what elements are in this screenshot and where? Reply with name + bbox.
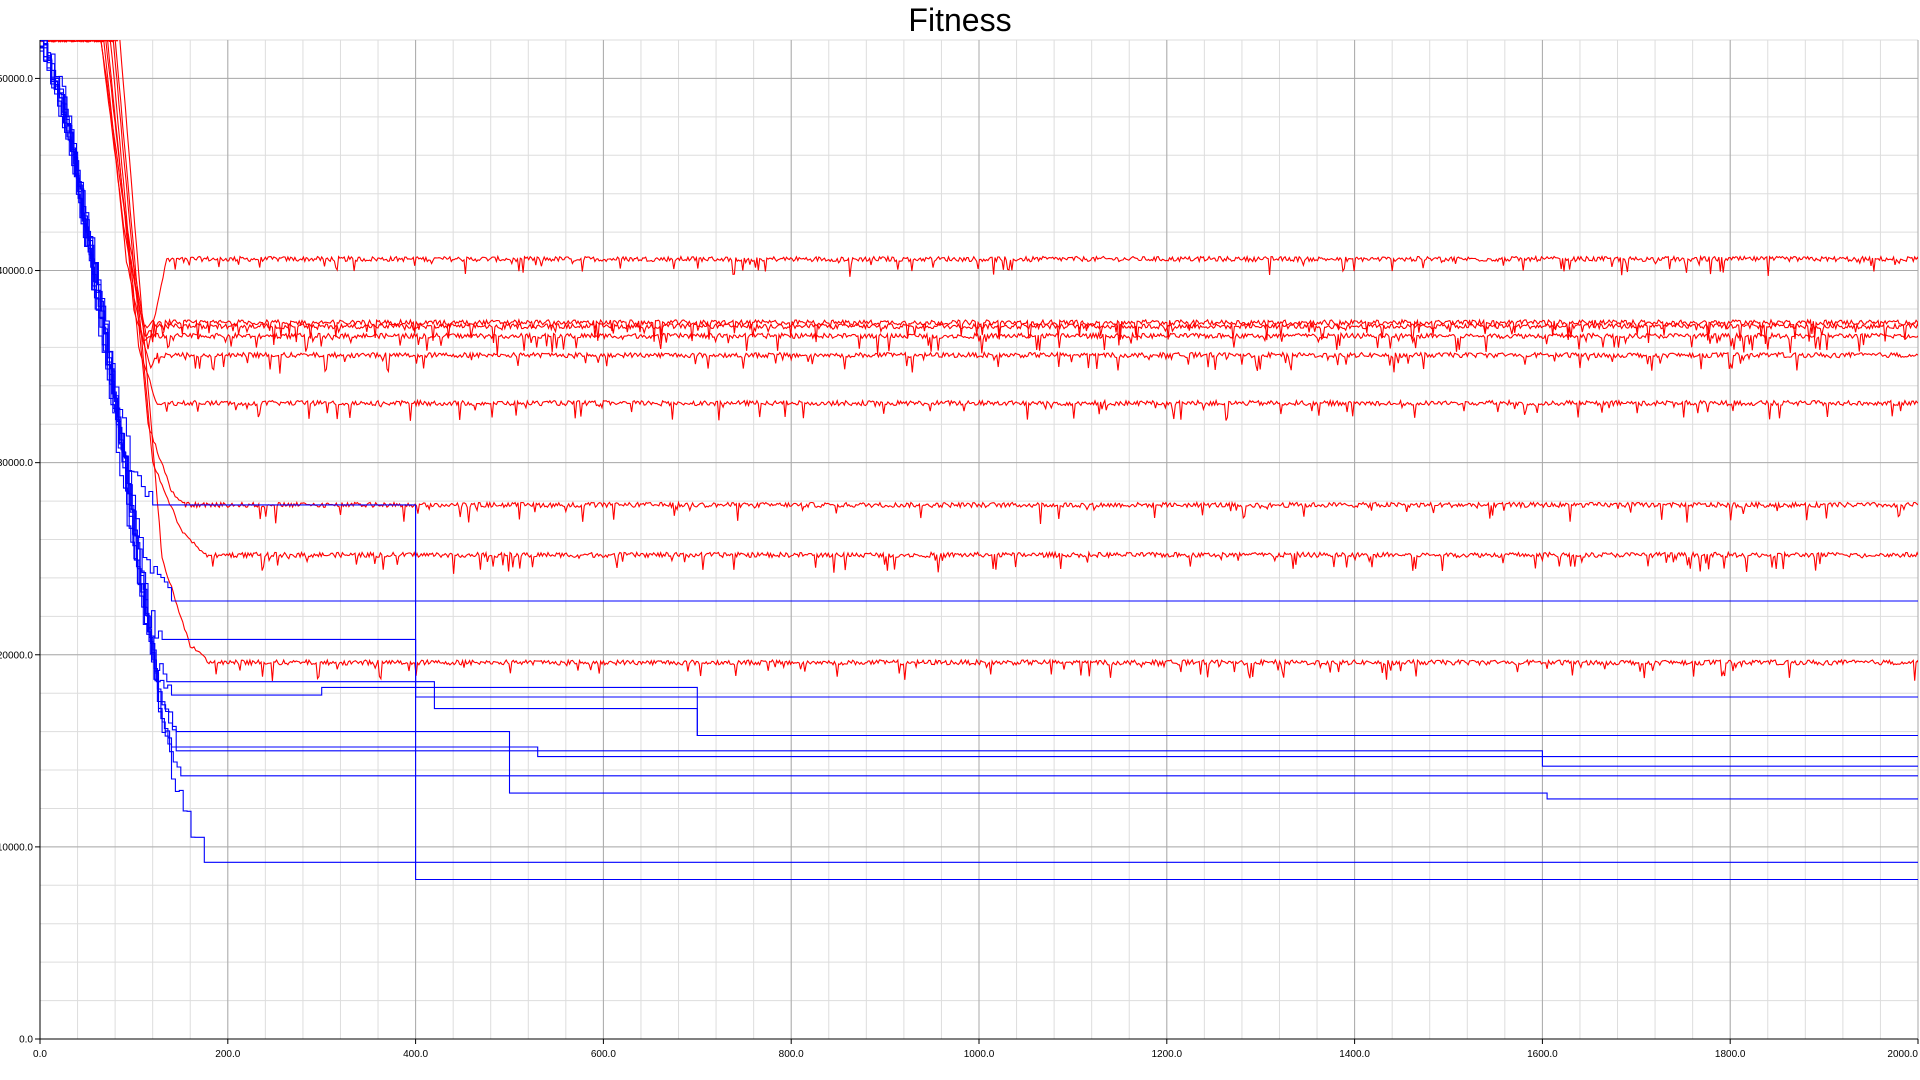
x-tick-label: 1800.0 <box>1715 1049 1746 1060</box>
series-line-red-2 <box>40 40 1918 346</box>
x-tick-label: 1200.0 <box>1152 1049 1183 1060</box>
x-tick-label: 800.0 <box>779 1049 804 1060</box>
series-line-red-0 <box>40 40 1918 350</box>
series-layer <box>40 40 1918 881</box>
y-tick-label: 0.0 <box>19 1035 33 1046</box>
y-tick-labels: 0.0 10000.0 20000.0 30000.0 40000.0 50000.0 <box>0 74 33 1046</box>
series-line-blue-18 <box>40 46 1918 863</box>
y-tick-label: 40000.0 <box>0 266 33 277</box>
chart-title: Fitness <box>908 2 1012 38</box>
x-tick-label: 200.0 <box>215 1049 240 1060</box>
series-line-red-5 <box>40 40 1918 421</box>
y-tick-label: 30000.0 <box>0 458 33 469</box>
x-tick-label: 600.0 <box>591 1049 616 1060</box>
series-line-blue-16 <box>42 40 1918 777</box>
series-line-red-4 <box>40 40 1918 374</box>
y-tick-label: 20000.0 <box>0 650 33 661</box>
y-tick-label: 10000.0 <box>0 842 33 853</box>
series-line-red-3 <box>40 40 1918 355</box>
x-tick-label: 400.0 <box>403 1049 428 1060</box>
x-tick-label: 2000.0 <box>1887 1049 1918 1060</box>
series-line-red-7 <box>40 40 1918 574</box>
x-tick-label: 1000.0 <box>964 1049 995 1060</box>
x-tick-label: 1400.0 <box>1339 1049 1370 1060</box>
axes <box>35 40 1919 1044</box>
series-line-blue-17 <box>40 40 1918 800</box>
series-line-red-8 <box>40 40 1918 682</box>
x-tick-label: 1600.0 <box>1527 1049 1558 1060</box>
x-tick-labels: 0.0 200.0 400.0 600.0 800.0 1000.0 1200.0 1400.… <box>33 1049 1918 1060</box>
series-line-red-1 <box>40 40 1918 342</box>
series-line-blue-13 <box>43 40 1918 737</box>
x-tick-label: 0.0 <box>33 1049 47 1060</box>
y-tick-label: 50000.0 <box>0 74 33 85</box>
